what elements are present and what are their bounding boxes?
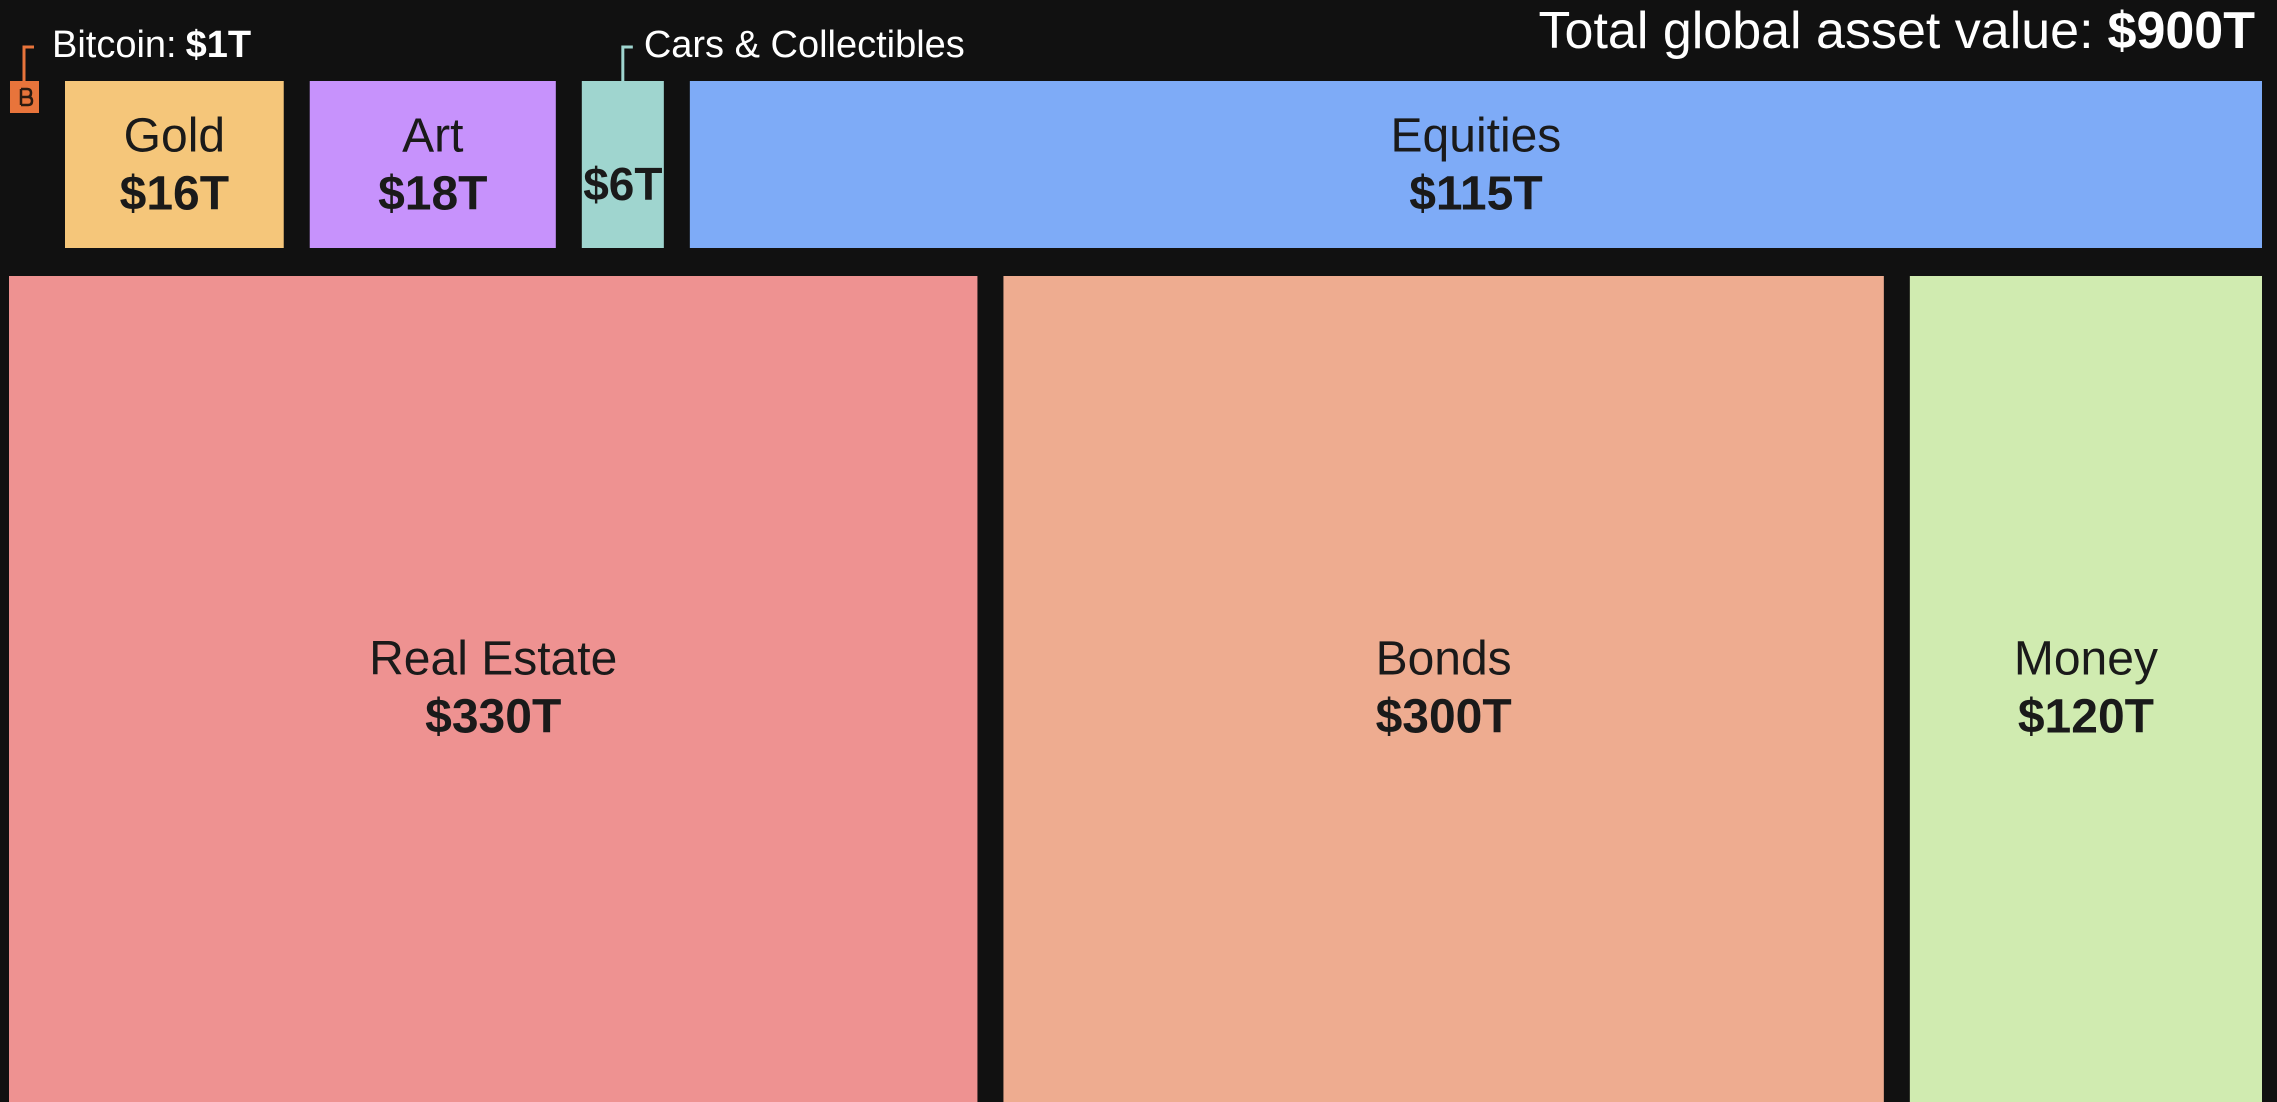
tile bbox=[1003, 276, 1884, 1102]
tile-name: Equities bbox=[1391, 110, 1562, 163]
tile-value: $330T bbox=[425, 691, 561, 744]
tile-value: $120T bbox=[2018, 691, 2154, 744]
tile-name: Gold bbox=[124, 110, 225, 163]
total-value: $900T bbox=[2108, 2, 2256, 60]
tile bbox=[581, 81, 664, 248]
tile-value: $300T bbox=[1376, 691, 1512, 744]
bitcoin-value: $1T bbox=[186, 24, 251, 66]
tile-name: Money bbox=[2014, 633, 2158, 686]
callout-label: Bitcoin: $1T bbox=[52, 24, 251, 66]
chart-title: Total global asset value: $900T bbox=[1539, 2, 2256, 60]
tile bbox=[65, 81, 284, 248]
tile-name: Real Estate bbox=[369, 633, 617, 686]
tile-value: $16T bbox=[120, 168, 229, 221]
tile bbox=[1909, 276, 2262, 1102]
tile-name: Bonds bbox=[1376, 633, 1512, 686]
bitcoin-name: Bitcoin: bbox=[52, 24, 177, 66]
callout-line bbox=[22, 45, 34, 81]
tile-name: Art bbox=[402, 110, 463, 163]
callout-label: Cars & Collectibles bbox=[644, 24, 965, 66]
tile bbox=[9, 276, 978, 1102]
tile-value: $6T bbox=[583, 158, 662, 210]
tile-value: $115T bbox=[1409, 168, 1542, 221]
title-text: Total global asset value: bbox=[1539, 2, 2094, 60]
tile bbox=[309, 81, 556, 248]
tile bbox=[689, 81, 2263, 248]
tile-value: $18T bbox=[378, 168, 487, 221]
callout-line bbox=[621, 45, 633, 81]
bitcoin-icon bbox=[19, 87, 34, 107]
